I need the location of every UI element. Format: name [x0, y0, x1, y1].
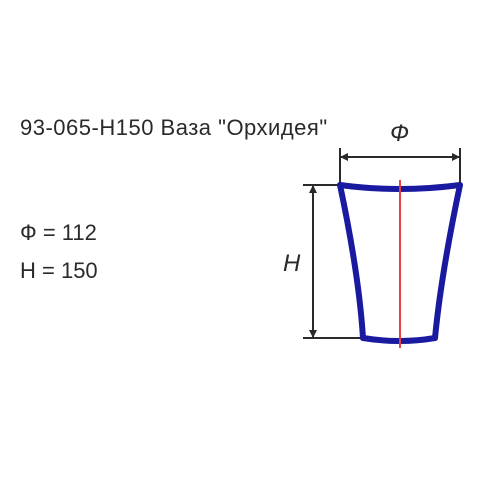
- dimension-phi: Ф = 112: [20, 220, 97, 246]
- h-label: H: [283, 250, 300, 278]
- phi-label: Ф: [390, 120, 409, 148]
- technical-drawing: Ф H: [265, 120, 485, 380]
- dimension-h: H = 150: [20, 258, 98, 284]
